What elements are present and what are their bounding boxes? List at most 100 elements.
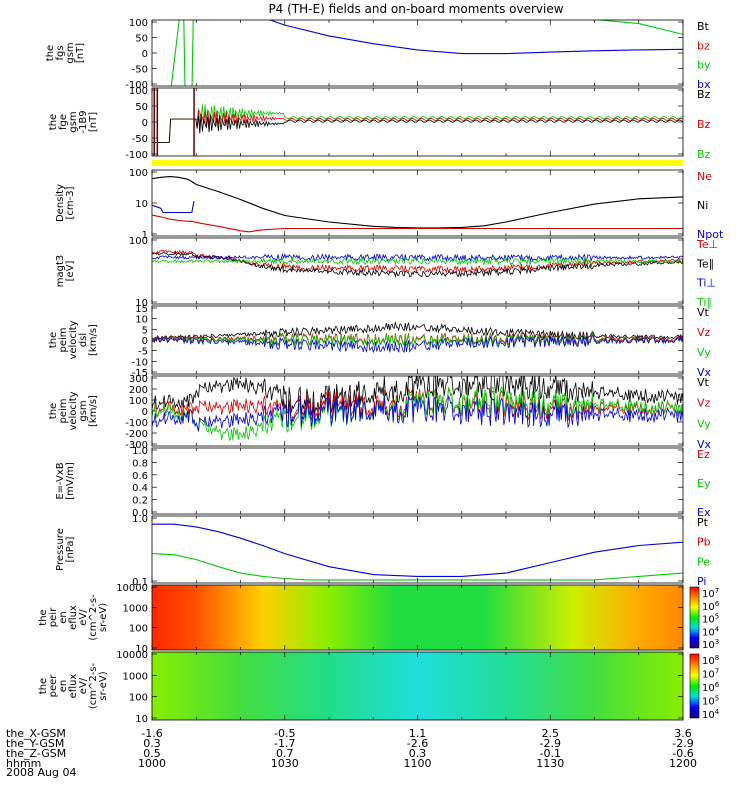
y-tick-label: 10 <box>135 298 148 309</box>
x-axis-tick-value: 1100 <box>404 757 432 770</box>
legend-entry: Vx <box>697 366 712 379</box>
legend-entry: Pi <box>697 575 706 588</box>
legend-entry: Npot <box>697 228 724 241</box>
y-axis-label: Pressure <box>55 528 66 571</box>
x-axis-tick-value: 1130 <box>536 757 564 770</box>
y-axis-label: gsm <box>78 400 89 421</box>
y-axis-label: velocity <box>68 391 79 430</box>
legend-entry: Ti∥ <box>696 296 712 309</box>
panel-frame <box>151 19 684 87</box>
y-tick-label: 100 <box>129 168 148 179</box>
y-tick-label: 15 <box>135 304 148 315</box>
y-tick-label: 300 <box>129 374 148 385</box>
y-axis-label: fgs <box>55 45 66 60</box>
panel-frame <box>151 515 684 584</box>
y-axis-label: peer <box>48 674 59 698</box>
legend-entry: Bz <box>697 118 711 131</box>
colorbar-tick: 107 <box>702 668 719 681</box>
panel-frame <box>151 447 684 515</box>
y-tick-label: 0 <box>142 336 148 347</box>
legend-entry: Pe <box>697 555 710 568</box>
legend-entry: Vy <box>697 346 711 359</box>
y-axis-label: eflux <box>68 605 79 630</box>
y-axis-label: the <box>48 114 59 130</box>
legend-entry: Bz <box>697 88 711 101</box>
spectrogram-ion_spectrogram <box>152 585 683 650</box>
x-axis-tick-value: 1000 <box>138 757 166 770</box>
x-axis-tick-value: 1030 <box>271 757 299 770</box>
y-axis-label: (cm^2-s- <box>88 594 99 641</box>
y-axis-label: velocity <box>68 320 79 359</box>
legend-entry: bz <box>697 39 710 52</box>
legend-entry: Ey <box>697 477 711 490</box>
legend-entry: Ex <box>697 506 711 519</box>
legend-entry: Vy <box>697 417 711 430</box>
y-axis-label: eflux <box>68 674 79 699</box>
y-axis-label: the <box>45 45 56 61</box>
y-axis-label: E=-VxB <box>55 462 66 499</box>
y-axis-label: [nPa] <box>65 536 76 562</box>
x-axis-tick-value: -1.6 <box>141 727 162 740</box>
y-axis-label: gsm <box>68 111 79 132</box>
legend-entry: Ez <box>697 448 710 461</box>
legend-entry: Pb <box>697 536 711 549</box>
y-tick-label: 10 <box>135 644 148 655</box>
colorbar-tick: 107 <box>702 587 719 600</box>
legend-entry: Ne <box>697 170 712 183</box>
panel-efield: 1.00.8 0.60.4 0.20.0 E=-VxB [mV/m] Ez Ey Ex <box>55 446 711 519</box>
spectrogram-electron_spectrogram <box>152 652 683 720</box>
y-axis-label: Density <box>55 184 66 222</box>
y-axis-label: dsl <box>78 333 89 347</box>
x-axis-tick-value: -2.9 <box>672 737 693 750</box>
y-tick-label: -200 <box>125 429 148 440</box>
x-axis-row-label: the_X-GSM <box>6 727 66 740</box>
y-tick-label: 100 <box>129 236 148 247</box>
series-Npot <box>152 200 195 214</box>
series-bx <box>268 20 683 55</box>
y-tick-label: -300 <box>125 440 148 451</box>
y-axis-label: peir <box>48 607 59 627</box>
series-Ne <box>152 214 683 233</box>
y-tick-label: 0.4 <box>132 483 148 494</box>
colorbar-tick: 105 <box>702 613 719 626</box>
x-axis-row-label: hhmm <box>6 757 41 770</box>
colorbar-tick: 108 <box>702 654 719 667</box>
legend-entry: Ti⊥ <box>696 277 716 290</box>
legend-entry: bx <box>697 78 711 91</box>
legend-entry: Vt <box>697 376 710 389</box>
legend-entry: Ni <box>697 199 708 212</box>
x-axis-tick-value: -0.6 <box>672 747 693 760</box>
y-tick-label: 0.6 <box>132 471 148 482</box>
trace-red <box>152 108 683 143</box>
series-Ti_par <box>152 256 683 266</box>
series-Vt <box>152 322 683 340</box>
y-tick-label: 5 <box>142 325 148 336</box>
y-tick-label: 0.8 <box>132 458 148 469</box>
y-axis-label: en <box>58 611 69 624</box>
y-tick-label: 1.0 <box>132 446 148 457</box>
y-tick-label: -10 <box>132 357 148 368</box>
y-tick-label: 1000 <box>123 603 148 614</box>
y-axis-label: [nT] <box>88 112 99 132</box>
y-axis-label: eV/ <box>78 677 89 694</box>
y-axis-label: [cm-3] <box>65 186 76 219</box>
y-tick-label: 200 <box>129 385 148 396</box>
series-Pi <box>152 523 683 577</box>
y-axis-label: (cm^2-s- <box>88 662 99 709</box>
panel-pressure: 1.0 0.1 Pressure [nPa] Pt Pb Pe Pi <box>55 514 711 588</box>
legend-entry: by <box>697 59 711 72</box>
colorbar-tick: 106 <box>702 681 720 694</box>
panel-density: 100 10 1 Density [cm-3] Ne Ni Npot <box>55 168 724 241</box>
y-axis-label: the <box>38 609 49 625</box>
y-tick-label: -50 <box>132 134 148 145</box>
trace-green <box>152 104 683 143</box>
y-axis-label: en <box>58 680 69 693</box>
y-tick-label: -5 <box>138 347 148 358</box>
x-axis-tick-value: -0.1 <box>540 747 561 760</box>
y-tick-label: 100 <box>129 396 148 407</box>
y-tick-label: -100 <box>125 418 148 429</box>
y-axis-label: sr-eV) <box>98 603 109 632</box>
legend-entry: Bt <box>697 20 710 33</box>
